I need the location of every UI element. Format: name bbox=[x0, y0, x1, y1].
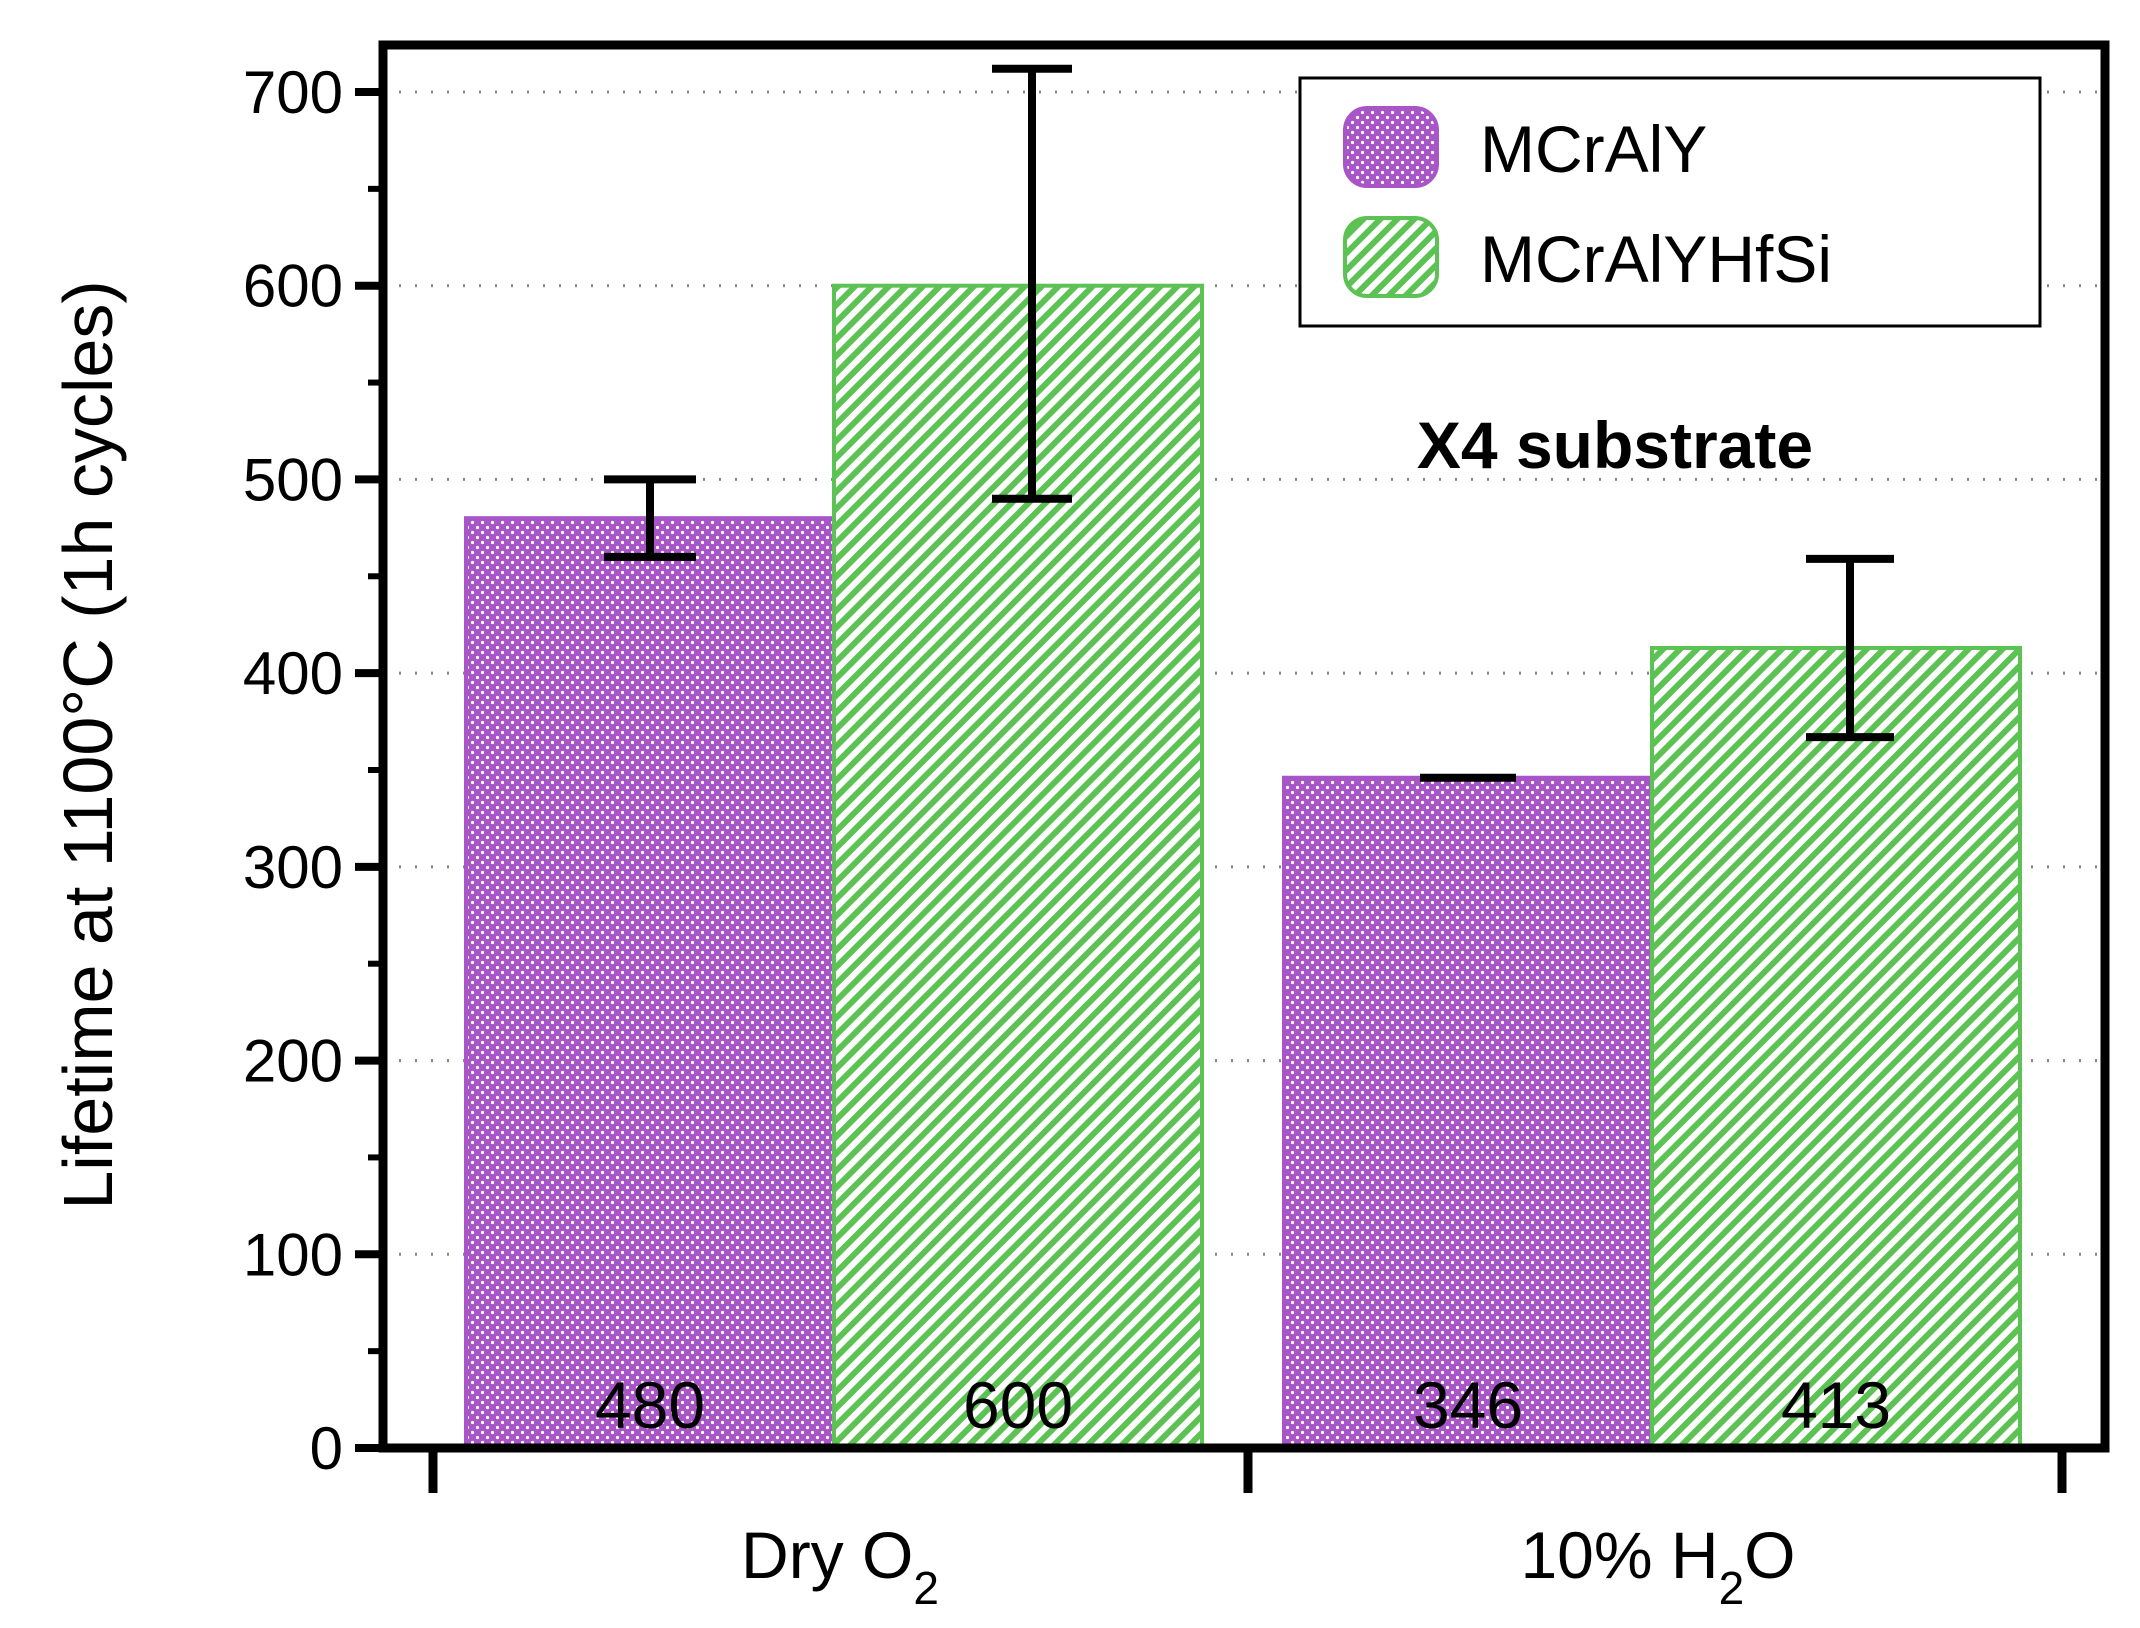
y-tick-label: 700 bbox=[243, 59, 343, 126]
bar-value-labels: 480 600 346 413 bbox=[595, 1368, 1891, 1442]
bar-mcralyhfsi-0 bbox=[832, 283, 1204, 1451]
bar-mcralyhfsi-1 bbox=[1650, 645, 2022, 1450]
annotation-x4-substrate: X4 substrate bbox=[1417, 408, 1813, 482]
legend-label-mcralyhfsi: MCrAlYHfSi bbox=[1480, 222, 1832, 296]
bar-mcraly-0 bbox=[464, 516, 836, 1450]
x-axis: Dry O2 10% H2O bbox=[428, 1448, 2067, 1614]
bar-value-label: 600 bbox=[963, 1368, 1073, 1442]
bar-value-label: 480 bbox=[595, 1368, 705, 1442]
x-category-label: Dry O2 bbox=[741, 1518, 939, 1614]
legend-swatch-mcraly bbox=[1343, 106, 1439, 188]
bar-value-label: 413 bbox=[1781, 1368, 1891, 1442]
legend: MCrAlY MCrAlYHfSi bbox=[1298, 76, 2042, 328]
y-axis-title: Lifetime at 1100°C (1h cycles) bbox=[49, 280, 127, 1209]
y-tick-label: 200 bbox=[243, 1028, 343, 1095]
y-tick-label: 400 bbox=[243, 640, 343, 707]
y-tick-label: 600 bbox=[243, 253, 343, 320]
y-tick-label: 100 bbox=[243, 1221, 343, 1288]
y-tick-label: 500 bbox=[243, 446, 343, 513]
y-tick-label: 0 bbox=[310, 1415, 343, 1482]
bar-value-label: 346 bbox=[1413, 1368, 1523, 1442]
legend-label-mcraly: MCrAlY bbox=[1480, 112, 1707, 186]
y-tick-label: 300 bbox=[243, 834, 343, 901]
error-bars bbox=[604, 64, 1894, 782]
bar-mcraly-1 bbox=[1282, 775, 1654, 1450]
y-axis: 0 100 200 300 400 500 600 700 bbox=[243, 59, 383, 1482]
legend-swatch-mcralyhfsi bbox=[1343, 216, 1439, 298]
x-category-label: 10% H2O bbox=[1520, 1518, 1795, 1614]
